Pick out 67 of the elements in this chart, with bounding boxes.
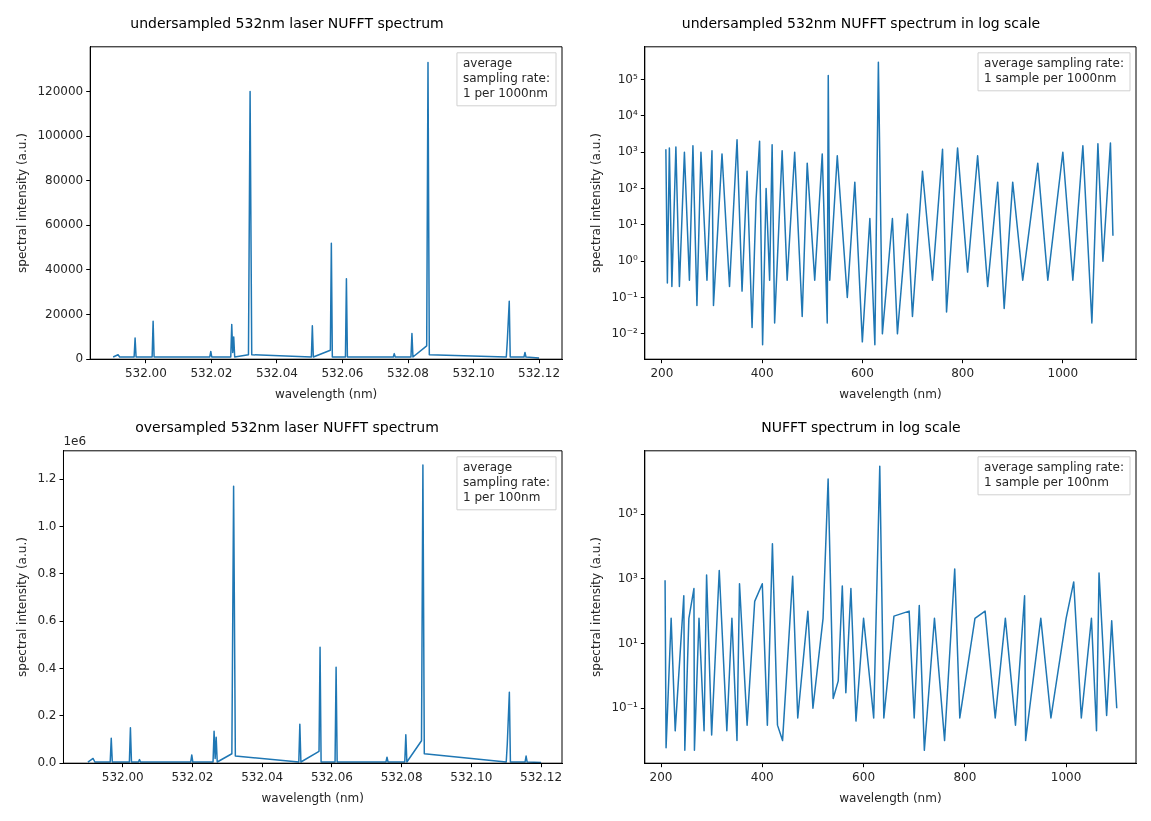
- y-tick-label: 10⁵: [617, 506, 638, 521]
- y-tick-label: 10⁻¹: [611, 700, 638, 715]
- y-tick-label: 100000: [37, 128, 84, 143]
- x-tick-label: 532.00: [124, 365, 167, 380]
- chart-title: undersampled 532nm NUFFT spectrum in log scale: [681, 15, 1041, 32]
- y-tick-label: 1.2: [37, 471, 57, 486]
- x-axis-title: wavelength (nm): [839, 790, 942, 805]
- x-tick-label: 532.04: [255, 365, 298, 380]
- annotation: average sampling rate: 1 per 100nm: [462, 459, 551, 504]
- y-tick-label: 10⁰: [617, 253, 638, 268]
- y-tick-label: 10⁻²: [611, 325, 638, 340]
- text: 1e6: [63, 433, 87, 448]
- x-tick-label: 532.12: [518, 365, 561, 380]
- x-tick-label: 600: [852, 769, 876, 784]
- x-axis-title: wavelength (nm): [274, 386, 378, 401]
- y-tick-label: 0.4: [37, 660, 57, 675]
- x-axis-title: wavelength (nm): [261, 790, 364, 805]
- y-tick-label: 20000: [45, 306, 84, 321]
- x-tick-label: 532.06: [310, 769, 353, 784]
- y-axis-title: spectral intensity (a.u.): [589, 133, 604, 273]
- y-tick-label: 10⁻¹: [611, 289, 638, 304]
- y-tick-label: 10⁴: [617, 108, 638, 123]
- y-tick-label: 0: [75, 351, 84, 366]
- y-axis-title: spectral intensity (a.u.): [15, 537, 30, 677]
- chart-title: NUFFT spectrum in log scale: [761, 419, 961, 436]
- x-axis-title: wavelength (nm): [839, 386, 942, 401]
- x-tick-label: 800: [953, 769, 977, 784]
- x-tick-label: 600: [850, 365, 874, 380]
- x-tick-label: 532.08: [387, 365, 430, 380]
- x-tick-label: 532.02: [190, 365, 233, 380]
- y-tick-label: 10³: [617, 144, 638, 159]
- annotation: average sampling rate: 1 sample per 100nm: [984, 459, 1125, 489]
- x-tick-label: 532.08: [380, 769, 423, 784]
- y-tick-label: 0.6: [37, 613, 57, 628]
- x-tick-label: 800: [951, 365, 975, 380]
- x-tick-label: 532.06: [321, 365, 364, 380]
- chart-title: undersampled 532nm laser NUFFT spectrum: [130, 15, 444, 32]
- x-tick-label: 532.02: [171, 769, 214, 784]
- y-tick-label: 0.0: [37, 755, 57, 770]
- chart-title: oversampled 532nm laser NUFFT spectrum: [135, 419, 439, 436]
- x-tick-label: 200: [649, 769, 673, 784]
- y-tick-label: 10¹: [617, 216, 638, 231]
- y-tick-label: 80000: [45, 172, 84, 187]
- y-tick-label: 10³: [617, 570, 638, 585]
- y-tick-label: 10²: [617, 180, 638, 195]
- y-tick-label: 0.2: [37, 707, 57, 722]
- x-tick-label: 400: [750, 365, 774, 380]
- x-tick-label: 532.10: [450, 769, 493, 784]
- y-tick-label: 10¹: [617, 635, 638, 650]
- x-tick-label: 200: [650, 365, 674, 380]
- y-axis-title: spectral intensity (a.u.): [589, 537, 604, 677]
- x-tick-label: 532.00: [101, 769, 144, 784]
- x-tick-label: 532.04: [241, 769, 284, 784]
- y-tick-label: 60000: [45, 217, 84, 232]
- y-tick-label: 1.0: [37, 518, 57, 533]
- y-tick-label: 40000: [45, 262, 84, 277]
- y-tick-label: 10⁵: [617, 71, 638, 86]
- x-tick-label: 532.10: [452, 365, 495, 380]
- x-tick-label: 1000: [1050, 769, 1082, 784]
- x-tick-label: 1000: [1047, 365, 1079, 380]
- y-tick-label: 0.8: [37, 565, 57, 580]
- annotation: average sampling rate: 1 sample per 1000nm: [984, 55, 1125, 85]
- y-tick-label: 120000: [37, 83, 84, 98]
- x-tick-label: 400: [750, 769, 774, 784]
- annotation: average sampling rate: 1 per 1000nm: [462, 55, 551, 100]
- x-tick-label: 532.12: [520, 769, 563, 784]
- y-axis-title: spectral intensity (a.u.): [15, 133, 30, 273]
